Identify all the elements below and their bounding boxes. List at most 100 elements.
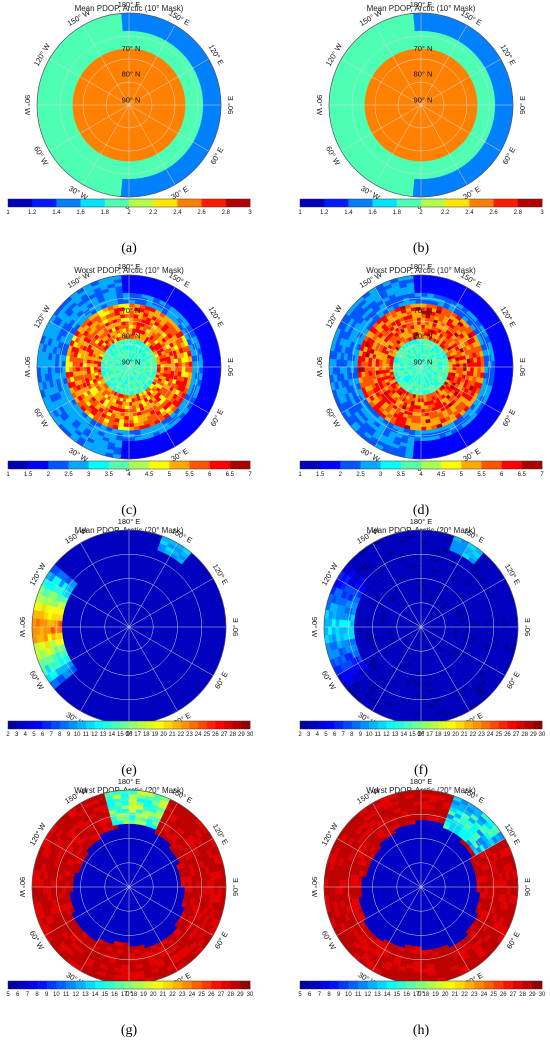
heatmap-cell [122, 136, 127, 141]
heatmap-cell [420, 161, 427, 166]
colorbar-segment [517, 199, 543, 207]
heatmap-cell [378, 104, 383, 109]
heatmap-cell [79, 366, 84, 372]
heatmap-cell [125, 405, 130, 410]
heatmap-cell [128, 398, 133, 403]
heatmap-cell [417, 62, 422, 67]
heatmap-cell [199, 104, 204, 112]
heatmap-cell [456, 104, 461, 109]
heatmap-cell [163, 369, 169, 374]
heatmap-cell [420, 147, 426, 152]
heatmap-cell [381, 98, 387, 103]
heatmap-cell [420, 157, 427, 162]
heatmap-cell [480, 104, 485, 111]
heatmap-cell [342, 104, 348, 113]
heatmap-cell [65, 104, 70, 111]
heatmap-cell [491, 98, 496, 106]
heatmap-cell [360, 99, 365, 106]
heatmap-cell [414, 175, 422, 180]
heatmap-cell [128, 23, 137, 28]
heatmap-cell [418, 132, 422, 138]
heatmap-cell [420, 143, 425, 148]
heatmap-cell [156, 366, 162, 370]
heatmap-cell [484, 98, 489, 106]
heatmap-cell [501, 104, 507, 113]
heatmap-cell [75, 100, 80, 106]
heatmap-cell [501, 97, 507, 106]
heatmap-cell [121, 23, 130, 28]
heatmap-cell [371, 100, 376, 106]
heatmap-cell [123, 164, 130, 169]
heatmap-cell [332, 104, 337, 113]
lat-label: 80° N [122, 70, 141, 79]
colorbar-segment [396, 199, 422, 207]
heatmap-cell [505, 104, 510, 113]
heatmap-cell [96, 364, 102, 368]
heatmap-cell [178, 100, 183, 106]
heatmap-cell [86, 366, 91, 371]
heatmap-cell [381, 101, 386, 106]
heatmap-cell [65, 99, 70, 106]
heatmap-cell [357, 104, 362, 111]
panel-caption: (b) [413, 241, 430, 256]
heatmap-cell [107, 364, 112, 368]
heatmap-cell [420, 26, 429, 32]
heatmap-cell [414, 136, 419, 141]
heatmap-cell [438, 104, 443, 108]
colorbar-segment [201, 199, 227, 207]
colorbar-segment [32, 199, 57, 207]
heatmap-cell [160, 107, 165, 112]
heatmap-cell [448, 107, 453, 111]
lat-label: 70° N [122, 44, 141, 53]
colorbar-segment [56, 199, 81, 207]
heatmap-cell [86, 101, 91, 106]
heatmap-cell [498, 97, 503, 106]
heatmap-cell [174, 100, 179, 106]
heatmap-cell [378, 101, 383, 106]
colorbar-tick-label: 1 [298, 210, 302, 216]
heatmap-cell [459, 101, 464, 106]
heatmap-cell [167, 104, 172, 109]
heatmap-cell [93, 101, 98, 106]
heatmap-cell [346, 104, 351, 112]
heatmap-cell [126, 122, 130, 127]
panel-a: Mean PDOP, Arctic (10° Mask)0°30° E60° E… [6, 0, 252, 256]
heatmap-cell [128, 157, 135, 162]
heatmap-cell [124, 55, 130, 60]
colorbar-segment [324, 199, 349, 207]
heatmap-cell [61, 104, 66, 112]
colorbar-tick-label: 2.4 [173, 210, 182, 216]
heatmap-cell [385, 104, 390, 109]
heatmap-cell [371, 104, 376, 110]
heatmap-cell [164, 366, 169, 371]
colorbar-segment [348, 199, 373, 207]
heatmap-cell [93, 98, 98, 103]
heatmap-cell [420, 19, 429, 25]
heatmap-cell [79, 104, 84, 110]
heatmap-cell [121, 178, 130, 184]
heatmap-cell [413, 182, 422, 187]
heatmap-cell [93, 366, 98, 371]
heatmap-cell [346, 98, 351, 106]
heatmap-cell [43, 104, 49, 113]
heatmap-cell [188, 99, 193, 106]
heatmap-cell [420, 37, 428, 42]
heatmap-cell [126, 394, 130, 400]
heatmap-cell [125, 143, 130, 148]
heatmap-cell [160, 366, 165, 371]
heatmap-cell [491, 104, 496, 112]
heatmap-cell [128, 402, 133, 407]
heatmap-cell [163, 107, 169, 112]
heatmap-cell [156, 107, 161, 111]
heatmap-cell [82, 100, 87, 106]
lon-label: 60° E [208, 146, 225, 166]
heatmap-cell [47, 97, 52, 106]
heatmap-cell [160, 369, 165, 374]
colorbar-tick-label: 1.6 [368, 210, 377, 216]
heatmap-cell [93, 104, 98, 109]
heatmap-cell [181, 361, 186, 368]
heatmap-cell [339, 97, 344, 106]
heatmap-cell [420, 189, 429, 194]
heatmap-cell [96, 102, 102, 106]
